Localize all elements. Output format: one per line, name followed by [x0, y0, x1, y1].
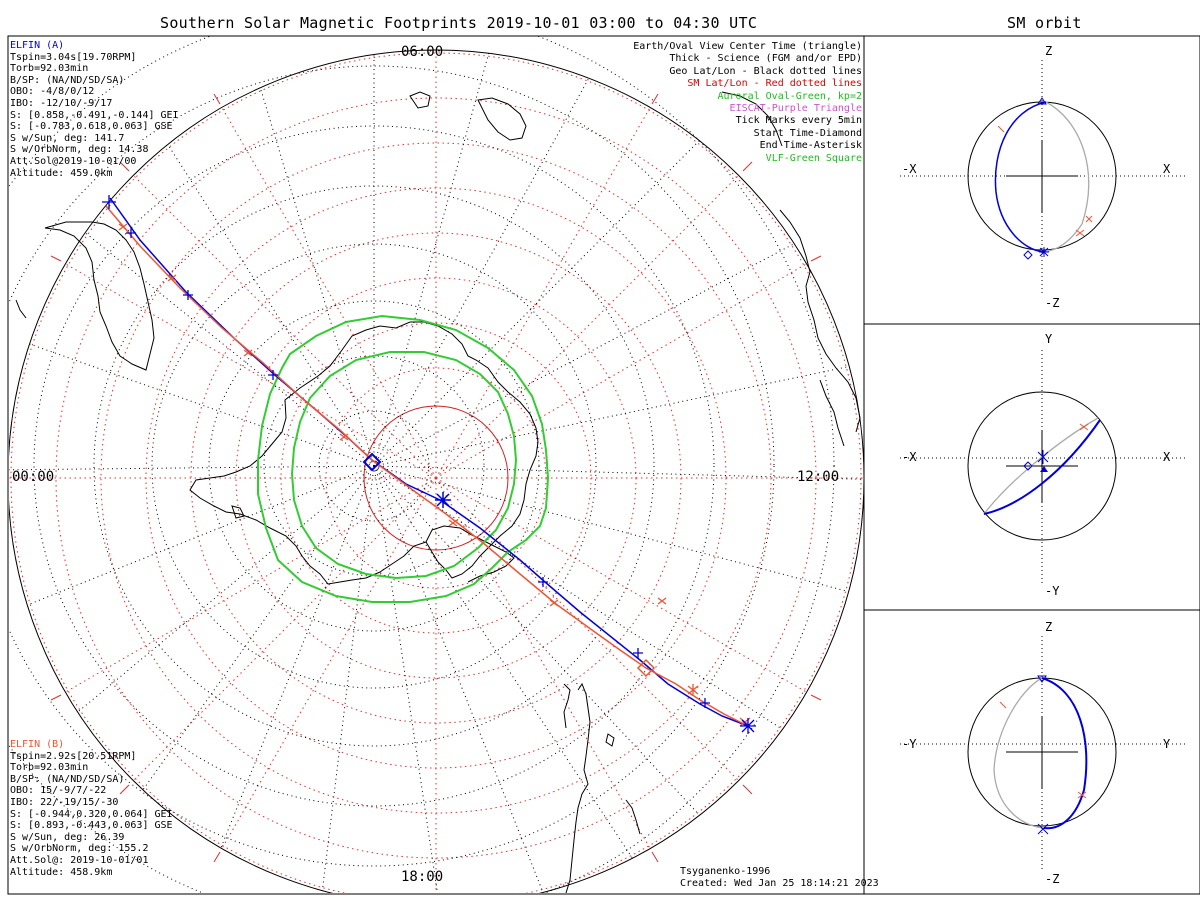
- legend-item: VLF-Green Square: [765, 152, 862, 164]
- elb-line: Torb=92.03min: [10, 762, 89, 774]
- mlt-label-left: 00:00: [12, 469, 55, 485]
- orbit-p3-bottom: -Z: [1045, 872, 1060, 886]
- sm-inner-ring: [363, 405, 509, 551]
- sm-meridian-ticks: [50, 93, 822, 863]
- orbit-panel-xz: [900, 60, 1185, 296]
- ela-line: S w/Sun, deg: 141.7: [10, 132, 125, 144]
- plot-title: Southern Solar Magnetic Footprints 2019-…: [160, 14, 758, 32]
- orbit-p2-right: X: [1163, 450, 1171, 464]
- legend-item: EISCAT-Purple Triangle: [729, 103, 862, 115]
- orbit-p2-bottom: -Y: [1045, 584, 1060, 598]
- legend-item: Geo Lat/Lon - Black dotted lines: [669, 65, 862, 77]
- ela-line: B/SP: (NA/ND/SD/SA): [10, 74, 125, 86]
- elb-line: B/SP: (NA/ND/SD/SA): [10, 773, 125, 785]
- credit-created: Created: Wed Jan 25 18:14:21 2023: [680, 877, 879, 889]
- elb-line: S w/OrbNorm, deg: 155.2: [10, 843, 149, 855]
- ela-tick-marks: [102, 195, 710, 708]
- legend-item: Earth/Oval View Center Time (triangle): [633, 41, 862, 52]
- elb-line: Altitude: 458.9km: [10, 866, 113, 878]
- elb-tick-marks: [118, 223, 751, 727]
- ela-line: Att.Sol@2019-10-01/00: [10, 155, 137, 167]
- elb-line: S: [-0.944,0.320,0.064] GEI: [10, 808, 173, 820]
- orbit-p1-right: X: [1163, 162, 1171, 176]
- elb-line: Att.Sol@: 2019-10-01/01: [10, 854, 149, 866]
- orbit-p3-right: Y: [1163, 737, 1171, 751]
- elb-line: S: [0.893,-0.443,0.063] GSE: [10, 820, 173, 832]
- elb-name: ELFIN (B): [10, 739, 65, 750]
- ela-line: Torb=92.03min: [10, 63, 89, 75]
- orbit-panel-xy: [900, 350, 1185, 586]
- legend-item: Auroral Oval-Green, kp=2: [717, 90, 863, 102]
- coastlines: [15, 91, 861, 893]
- legend-item: End Time-Asterisk: [759, 140, 862, 152]
- ela-line: IBO: -12/10/-9/17: [10, 97, 113, 109]
- credit-model: Tsyganenko-1996: [680, 866, 771, 877]
- credit-block: Tsyganenko-1996 Created: Wed Jan 25 18:1…: [680, 866, 879, 889]
- ela-name: ELFIN (A): [10, 40, 65, 51]
- legend-item: Thick - Science (FGM and/or EPD): [669, 53, 862, 65]
- elb-line: OBO: 15/-9/7/-22: [10, 785, 107, 797]
- ela-line: S: [-0.783,0.618,0.063] GSE: [10, 121, 173, 133]
- ela-info-block: ELFIN (A) Tspin=3.04s[19.70RPM] Torb=92.…: [10, 40, 179, 179]
- auroral-ovals: [257, 314, 550, 603]
- elb-track: [105, 205, 745, 725]
- legend-item: Start Time-Diamond: [753, 127, 862, 139]
- ela-line: S: [0.858,-0.491,-0.144] GEI: [10, 109, 179, 121]
- ela-end-asterisk-2: [740, 718, 756, 734]
- orbit-p3-top: Z: [1045, 620, 1053, 634]
- orbit-p1-top: Z: [1045, 44, 1053, 58]
- orbit-p2-top: Y: [1045, 332, 1053, 346]
- ela-line: Tspin=3.04s[19.70RPM]: [10, 51, 137, 63]
- orbit-p2-left: -X: [902, 450, 917, 464]
- ela-line: S w/OrbNorm, deg: 14.38: [10, 144, 149, 156]
- geo-meridians: [9, 50, 864, 893]
- orbit-p3-left: -Y: [902, 737, 917, 751]
- map-outer-circle: [9, 49, 864, 893]
- mlt-label-top: 06:00: [401, 44, 444, 60]
- legend-item: SM Lat/Lon - Red dotted lines: [687, 78, 862, 90]
- ela-line: Altitude: 459.0km: [10, 167, 113, 179]
- orbit-panel-yz: [900, 636, 1185, 872]
- orbit-p1-left: -X: [902, 162, 917, 176]
- ela-end-asterisk: [435, 492, 451, 508]
- legend-item: Tick Marks every 5min: [735, 115, 862, 127]
- ela-start-diamond: [362, 452, 382, 472]
- elb-line: IBO: 22/-19/15/-30: [10, 796, 119, 808]
- elb-info-block: ELFIN (B) Tspin=2.92s[20.51RPM] Torb=92.…: [10, 739, 173, 878]
- ela-line: OBO: -4/8/0/12: [10, 86, 95, 98]
- mlt-label-right: 12:00: [797, 469, 840, 485]
- sm-orbit-panels: [863, 35, 1200, 895]
- elb-line: Tspin=2.92s[20.51RPM]: [10, 750, 137, 762]
- mlt-label-bottom: 18:00: [401, 869, 444, 885]
- ela-track: [109, 197, 749, 727]
- map-legend: Earth/Oval View Center Time (triangle) T…: [633, 41, 862, 165]
- orbit-p1-bottom: -Z: [1045, 296, 1060, 310]
- elb-line: S w/Sun, deg: 26.39: [10, 831, 125, 843]
- elb-start-diamond: [636, 658, 656, 678]
- sm-meridians: [9, 50, 864, 893]
- orbit-title: SM orbit: [1007, 14, 1082, 32]
